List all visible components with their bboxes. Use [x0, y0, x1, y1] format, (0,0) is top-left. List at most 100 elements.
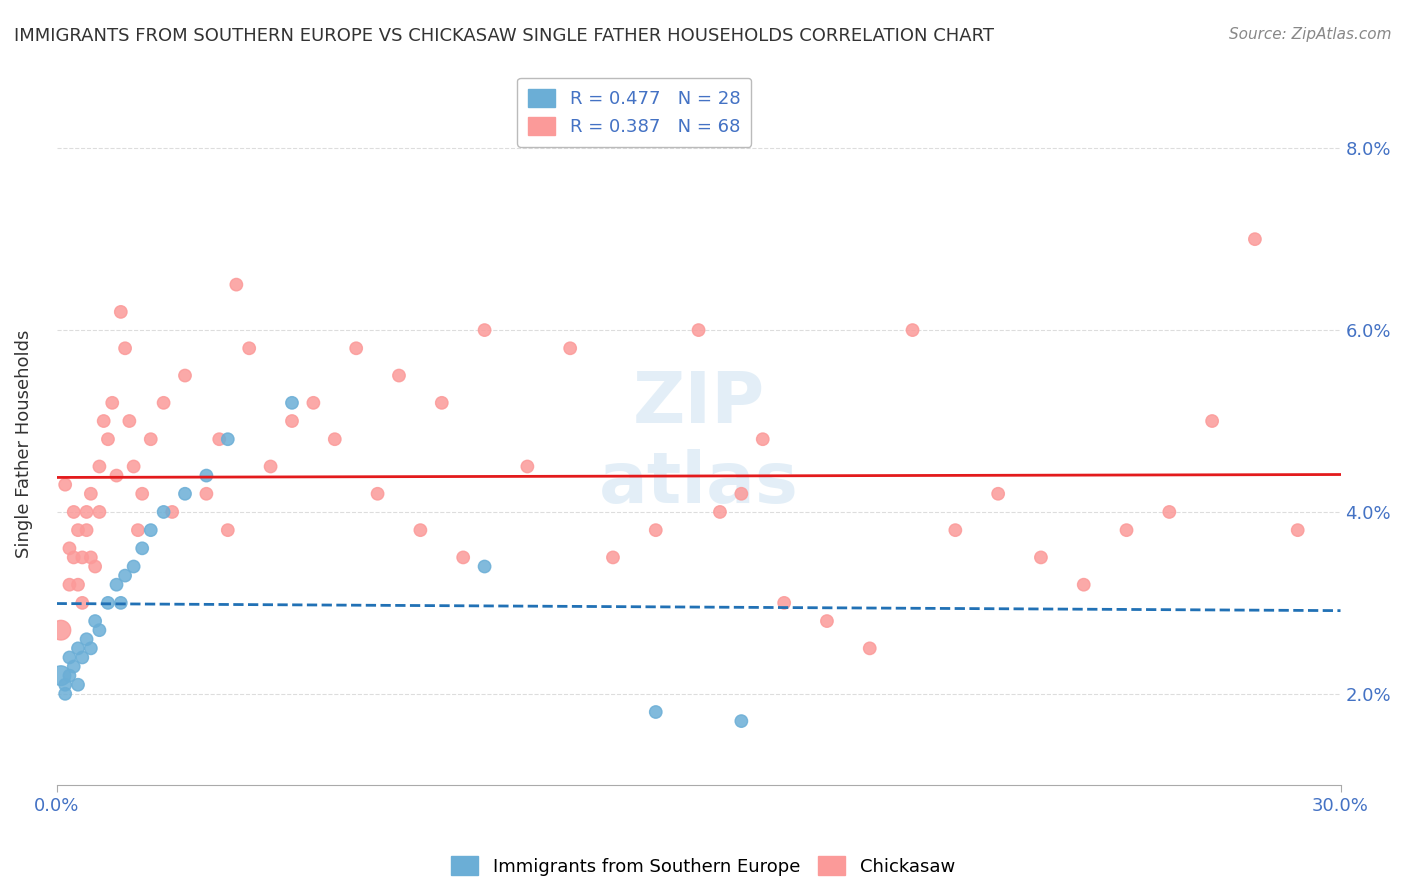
Point: [1159, 505, 1181, 519]
Point: [688, 323, 710, 337]
Point: [114, 568, 136, 582]
Point: [987, 487, 1010, 501]
Point: [84, 559, 107, 574]
Point: [80, 550, 103, 565]
Point: [388, 368, 411, 383]
Point: [97, 432, 120, 446]
Point: [105, 468, 128, 483]
Point: [122, 459, 145, 474]
Point: [752, 432, 775, 446]
Point: [259, 459, 281, 474]
Point: [730, 487, 752, 501]
Point: [195, 468, 218, 483]
Point: [644, 523, 666, 537]
Point: [516, 459, 538, 474]
Point: [1073, 577, 1095, 591]
Point: [367, 487, 389, 501]
Point: [238, 341, 260, 355]
Point: [1286, 523, 1309, 537]
Point: [76, 632, 98, 647]
Point: [773, 596, 796, 610]
Point: [76, 505, 98, 519]
Point: [815, 614, 838, 628]
Point: [53, 687, 76, 701]
Point: [281, 396, 304, 410]
Point: [58, 541, 80, 556]
Point: [174, 487, 197, 501]
Point: [93, 414, 115, 428]
Point: [62, 659, 84, 673]
Point: [225, 277, 247, 292]
Point: [66, 678, 89, 692]
Point: [409, 523, 432, 537]
Point: [1115, 523, 1137, 537]
Point: [474, 323, 496, 337]
Point: [58, 668, 80, 682]
Point: [131, 487, 153, 501]
Point: [105, 577, 128, 591]
Point: [62, 550, 84, 565]
Legend: Immigrants from Southern Europe, Chickasaw: Immigrants from Southern Europe, Chickas…: [444, 849, 962, 883]
Point: [72, 650, 94, 665]
Point: [80, 641, 103, 656]
Point: [101, 396, 124, 410]
Point: [66, 523, 89, 537]
Point: [323, 432, 346, 446]
Point: [344, 341, 367, 355]
Point: [80, 487, 103, 501]
Point: [430, 396, 453, 410]
Point: [1029, 550, 1052, 565]
Point: [118, 414, 141, 428]
Point: [152, 396, 174, 410]
Point: [110, 305, 132, 319]
Point: [66, 577, 89, 591]
Point: [281, 414, 304, 428]
Point: [97, 596, 120, 610]
Point: [72, 596, 94, 610]
Point: [1201, 414, 1223, 428]
Point: [53, 477, 76, 491]
Point: [217, 432, 239, 446]
Text: Source: ZipAtlas.com: Source: ZipAtlas.com: [1229, 27, 1392, 42]
Point: [66, 641, 89, 656]
Point: [89, 459, 111, 474]
Point: [174, 368, 197, 383]
Point: [122, 559, 145, 574]
Point: [1244, 232, 1267, 246]
Point: [58, 650, 80, 665]
Point: [89, 623, 111, 637]
Point: [217, 523, 239, 537]
Point: [208, 432, 231, 446]
Point: [474, 559, 496, 574]
Text: IMMIGRANTS FROM SOUTHERN EUROPE VS CHICKASAW SINGLE FATHER HOUSEHOLDS CORRELATIO: IMMIGRANTS FROM SOUTHERN EUROPE VS CHICK…: [14, 27, 994, 45]
Point: [943, 523, 966, 537]
Y-axis label: Single Father Households: Single Father Households: [15, 329, 32, 558]
Point: [160, 505, 183, 519]
Point: [195, 487, 218, 501]
Point: [72, 550, 94, 565]
Point: [110, 596, 132, 610]
Point: [730, 714, 752, 728]
Point: [139, 523, 162, 537]
Point: [451, 550, 474, 565]
Point: [127, 523, 149, 537]
Point: [114, 341, 136, 355]
Text: ZIP
atlas: ZIP atlas: [599, 369, 799, 518]
Point: [602, 550, 624, 565]
Point: [859, 641, 882, 656]
Point: [58, 577, 80, 591]
Point: [76, 523, 98, 537]
Point: [62, 505, 84, 519]
Point: [53, 678, 76, 692]
Point: [644, 705, 666, 719]
Point: [560, 341, 582, 355]
Point: [131, 541, 153, 556]
Legend: R = 0.477   N = 28, R = 0.387   N = 68: R = 0.477 N = 28, R = 0.387 N = 68: [517, 78, 751, 147]
Point: [709, 505, 731, 519]
Point: [84, 614, 107, 628]
Point: [302, 396, 325, 410]
Point: [49, 668, 72, 682]
Point: [49, 623, 72, 637]
Point: [139, 432, 162, 446]
Point: [89, 505, 111, 519]
